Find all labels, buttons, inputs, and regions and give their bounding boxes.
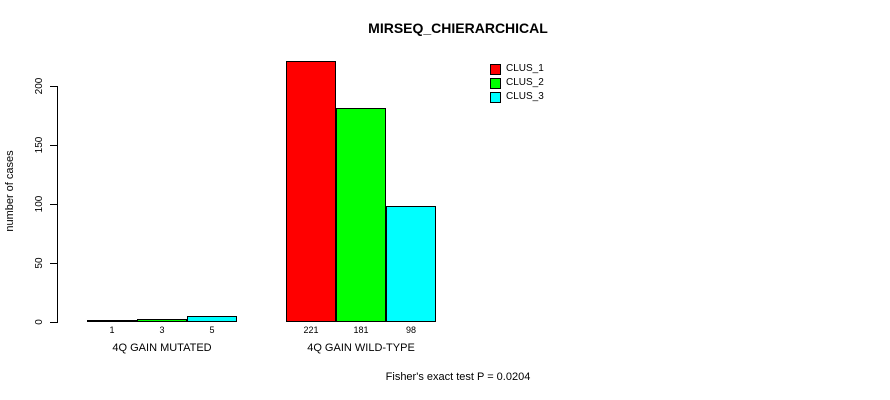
bar-clus_3-group2 xyxy=(386,206,436,322)
bar-value-label: 98 xyxy=(405,325,416,335)
bar-clus_2-group2 xyxy=(336,108,386,322)
bar-clus_3-group1 xyxy=(187,316,237,322)
bar-value-label: 221 xyxy=(303,325,319,335)
bar-clus_1-group2 xyxy=(286,60,336,322)
y-tick-mark xyxy=(50,145,57,146)
legend-label: CLUS_1 xyxy=(506,63,544,74)
legend-swatch-clus_2 xyxy=(490,77,501,89)
bar-value-label: 3 xyxy=(159,325,165,335)
bar-value-label: 1 xyxy=(109,325,115,335)
bar-value-label: 5 xyxy=(209,325,215,335)
x-category-label: 4Q GAIN WILD-TYPE xyxy=(307,342,415,354)
legend-row: CLUS_1 xyxy=(490,62,544,76)
bar-value-label: 181 xyxy=(353,325,369,335)
y-tick-label: 150 xyxy=(34,136,45,154)
legend-swatch-clus_3 xyxy=(490,91,501,103)
y-tick-mark xyxy=(50,322,57,323)
y-axis-label: number of cases xyxy=(4,150,16,232)
chart-title: MIRSEQ_CHIERARCHICAL xyxy=(368,20,548,36)
annotation-text: Fisher's exact test P = 0.0204 xyxy=(385,371,531,383)
x-category-label: 4Q GAIN MUTATED xyxy=(112,342,212,354)
y-tick-mark xyxy=(50,204,57,205)
y-tick-mark xyxy=(50,263,57,264)
y-tick-label: 100 xyxy=(34,195,45,213)
y-tick-label: 50 xyxy=(34,257,45,269)
y-tick-mark xyxy=(50,86,57,87)
legend-swatch-clus_1 xyxy=(490,63,501,75)
legend-row: CLUS_2 xyxy=(490,76,544,90)
legend-row: CLUS_3 xyxy=(490,90,544,104)
bar-clus_1-group1 xyxy=(87,320,137,322)
bar-clus_2-group1 xyxy=(137,318,187,322)
legend: CLUS_1 CLUS_2 CLUS_3 xyxy=(490,62,544,104)
y-axis-line xyxy=(57,86,58,323)
legend-label: CLUS_3 xyxy=(506,91,544,102)
legend-label: CLUS_2 xyxy=(506,77,544,88)
y-tick-label: 200 xyxy=(34,77,45,95)
y-tick-label: 0 xyxy=(34,319,45,325)
